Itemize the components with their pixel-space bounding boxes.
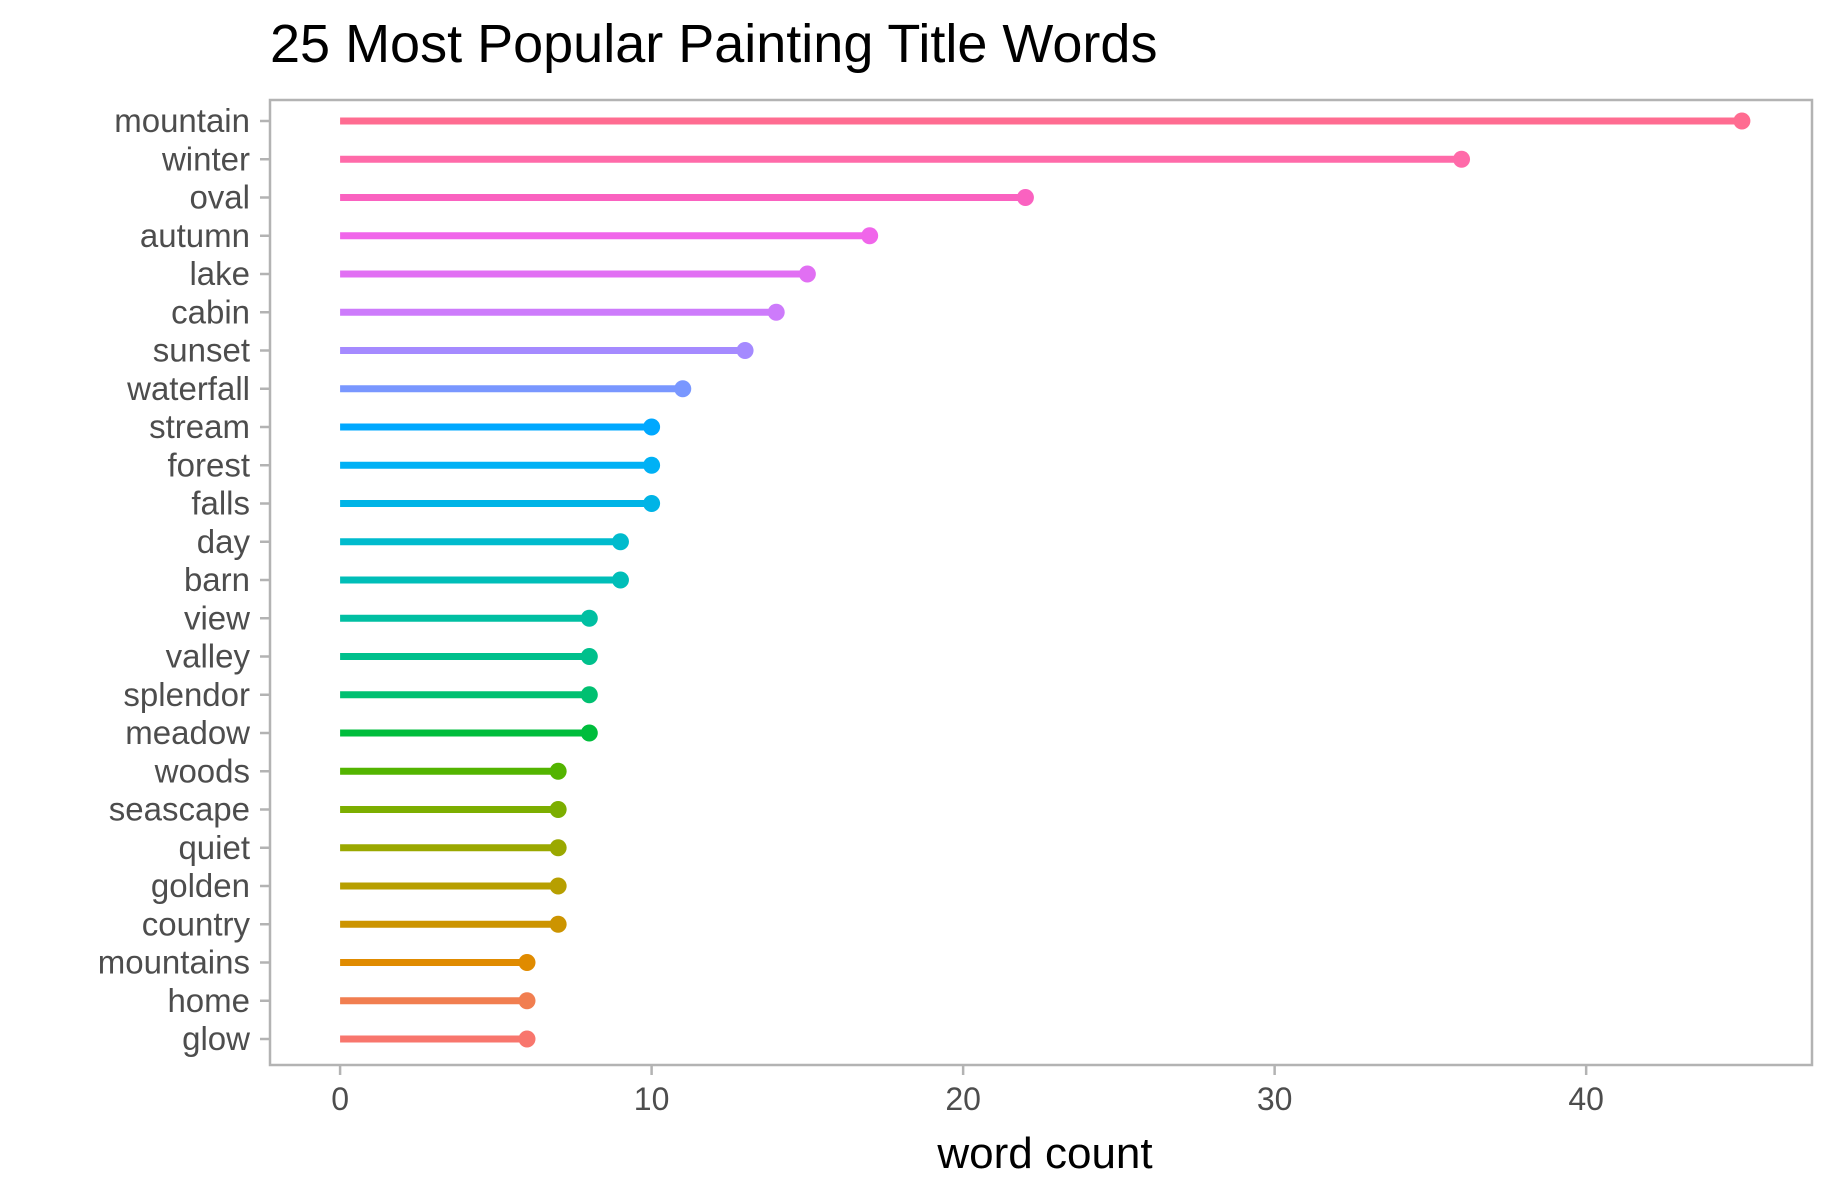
- lollipop-point: [1016, 189, 1034, 206]
- y-tick-label: home: [167, 982, 250, 1019]
- y-tick-label: glow: [182, 1020, 250, 1057]
- lollipop-point: [643, 495, 661, 512]
- lollipop-point: [611, 571, 629, 589]
- y-tick-label: oval: [189, 179, 250, 216]
- lollipop-point: [643, 418, 661, 436]
- x-tick-label: 20: [945, 1081, 981, 1117]
- chart-marks: [340, 112, 1751, 1048]
- y-tick-label: forest: [167, 446, 250, 483]
- y-tick-label: seascape: [109, 791, 250, 828]
- y-tick-label: cabin: [171, 293, 250, 330]
- y-tick-label: country: [142, 905, 251, 942]
- lollipop-point: [518, 992, 536, 1010]
- y-axis: mountainwinterovalautumnlakecabinsunsetw…: [98, 102, 270, 1057]
- y-tick-label: winter: [161, 140, 250, 177]
- y-tick-label: valley: [166, 638, 251, 675]
- chart-title: 25 Most Popular Painting Title Words: [270, 14, 1157, 74]
- x-tick-label: 30: [1257, 1081, 1293, 1117]
- lollipop-point: [580, 609, 598, 627]
- lollipop-point: [580, 648, 598, 665]
- y-tick-label: splendor: [123, 676, 250, 713]
- plot-panel: [268, 98, 1814, 1067]
- y-tick-label: golden: [151, 867, 250, 904]
- lollipop-point: [611, 533, 629, 551]
- lollipop-point: [549, 801, 567, 818]
- lollipop-point: [549, 915, 567, 933]
- y-tick-label: view: [184, 599, 250, 636]
- y-tick-label: woods: [154, 752, 250, 789]
- lollipop-point: [798, 265, 816, 283]
- y-tick-label: barn: [184, 561, 250, 598]
- y-tick-label: autumn: [140, 217, 250, 254]
- x-axis-title: word count: [936, 1129, 1152, 1178]
- y-tick-label: waterfall: [126, 370, 250, 407]
- y-tick-label: mountain: [114, 102, 250, 139]
- lollipop-point: [1453, 150, 1471, 168]
- y-tick-label: meadow: [125, 714, 250, 751]
- x-tick-label: 10: [634, 1081, 670, 1117]
- lollipop-point: [767, 303, 785, 321]
- lollipop-point: [549, 839, 567, 857]
- lollipop-point: [518, 954, 536, 971]
- lollipop-point: [549, 877, 567, 895]
- x-tick-label: 0: [331, 1081, 349, 1117]
- lollipop-point: [580, 686, 598, 704]
- y-tick-label: lake: [189, 255, 250, 292]
- x-tick-label: 40: [1568, 1081, 1604, 1117]
- y-tick-label: day: [197, 523, 251, 560]
- y-tick-label: falls: [191, 485, 250, 522]
- y-tick-label: quiet: [178, 829, 250, 866]
- lollipop-point: [580, 724, 598, 742]
- x-axis: 0 10 20 30 40: [331, 1065, 1604, 1117]
- lollipop-point: [736, 342, 754, 359]
- y-tick-label: mountains: [98, 944, 250, 981]
- lollipop-point: [674, 380, 692, 398]
- lollipop-point: [1733, 112, 1751, 130]
- y-tick-label: stream: [149, 408, 250, 445]
- lollipop-point: [518, 1030, 536, 1048]
- lollipop-point: [861, 227, 879, 245]
- lollipop-point: [549, 762, 567, 780]
- y-tick-label: sunset: [153, 332, 250, 369]
- lollipop-point: [643, 456, 661, 474]
